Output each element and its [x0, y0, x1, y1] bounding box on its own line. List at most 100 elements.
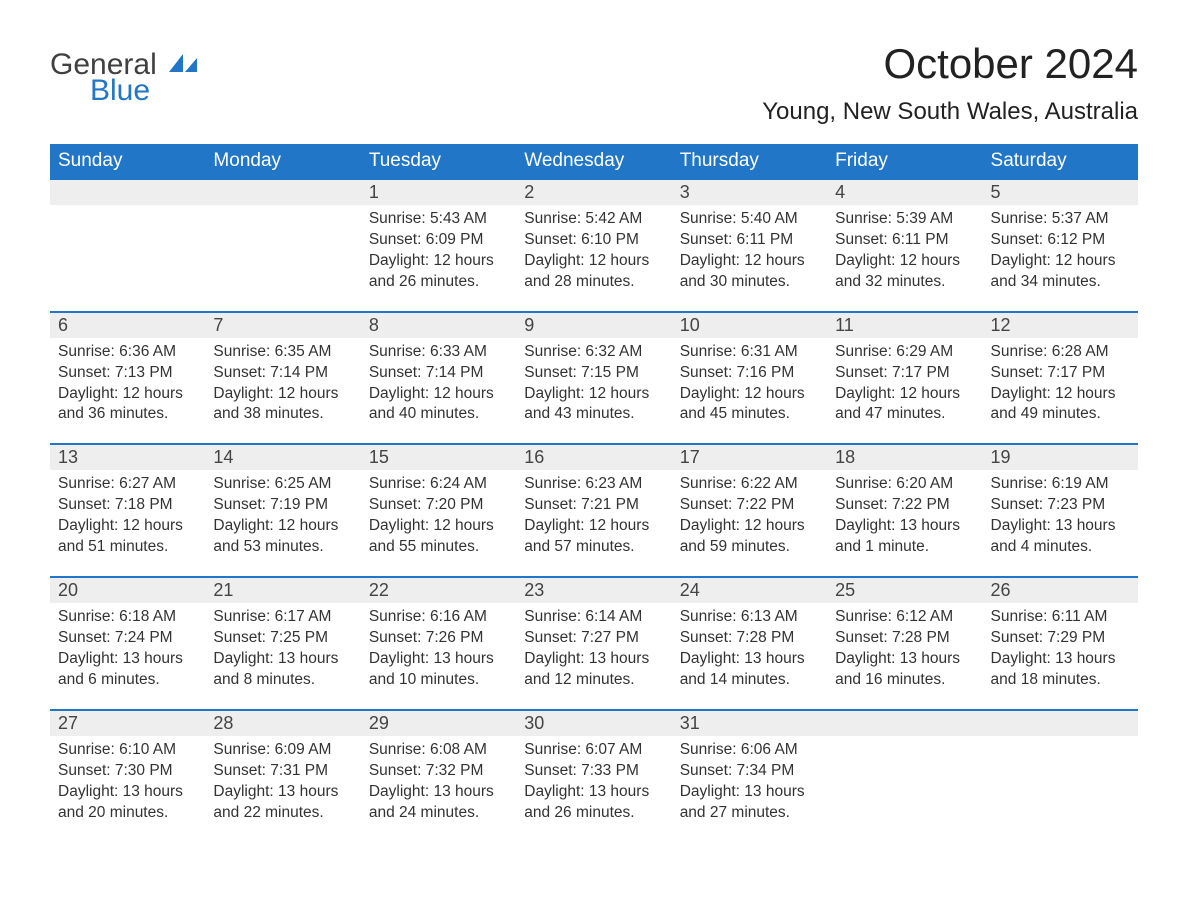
sunset-text: Sunset: 7:19 PM — [213, 495, 354, 516]
sunrise-text: Sunrise: 6:24 AM — [369, 474, 510, 495]
day-number: 24 — [680, 580, 700, 600]
day-number-cell — [50, 179, 205, 205]
day-number: 9 — [524, 315, 534, 335]
day-number-cell: 15 — [361, 444, 516, 470]
sunset-text: Sunset: 6:11 PM — [835, 230, 976, 251]
day-body-cell: Sunrise: 6:23 AMSunset: 7:21 PMDaylight:… — [516, 470, 671, 577]
sunrise-text: Sunrise: 6:25 AM — [213, 474, 354, 495]
daylight-text: Daylight: 12 hours and 40 minutes. — [369, 384, 510, 426]
sunrise-text: Sunrise: 5:39 AM — [835, 209, 976, 230]
sunrise-text: Sunrise: 5:40 AM — [680, 209, 821, 230]
day-number-row: 2728293031 — [50, 710, 1138, 736]
logo-sail-icon — [169, 48, 197, 81]
sunset-text: Sunset: 7:26 PM — [369, 628, 510, 649]
sunset-text: Sunset: 7:21 PM — [524, 495, 665, 516]
daylight-text: Daylight: 13 hours and 27 minutes. — [680, 782, 821, 824]
sunset-text: Sunset: 7:23 PM — [991, 495, 1132, 516]
sunrise-text: Sunrise: 6:29 AM — [835, 342, 976, 363]
day-number: 20 — [58, 580, 78, 600]
day-number-row: 6789101112 — [50, 312, 1138, 338]
day-number: 22 — [369, 580, 389, 600]
sunset-text: Sunset: 7:22 PM — [680, 495, 821, 516]
daylight-text: Daylight: 13 hours and 24 minutes. — [369, 782, 510, 824]
day-number: 27 — [58, 713, 78, 733]
sunset-text: Sunset: 7:14 PM — [213, 363, 354, 384]
daylight-text: Daylight: 13 hours and 20 minutes. — [58, 782, 199, 824]
sunset-text: Sunset: 7:32 PM — [369, 761, 510, 782]
day-number-cell: 30 — [516, 710, 671, 736]
day-number-cell: 31 — [672, 710, 827, 736]
sunrise-text: Sunrise: 6:06 AM — [680, 740, 821, 761]
sunrise-text: Sunrise: 6:07 AM — [524, 740, 665, 761]
sunrise-text: Sunrise: 5:43 AM — [369, 209, 510, 230]
day-number: 18 — [835, 447, 855, 467]
day-number-cell: 2 — [516, 179, 671, 205]
day-number-cell: 14 — [205, 444, 360, 470]
day-body-cell: Sunrise: 6:10 AMSunset: 7:30 PMDaylight:… — [50, 736, 205, 842]
day-body-cell: Sunrise: 6:16 AMSunset: 7:26 PMDaylight:… — [361, 603, 516, 710]
sunset-text: Sunset: 6:10 PM — [524, 230, 665, 251]
day-number: 10 — [680, 315, 700, 335]
sunset-text: Sunset: 7:28 PM — [835, 628, 976, 649]
sunset-text: Sunset: 7:17 PM — [835, 363, 976, 384]
day-body-row: Sunrise: 6:36 AMSunset: 7:13 PMDaylight:… — [50, 338, 1138, 445]
daylight-text: Daylight: 12 hours and 26 minutes. — [369, 251, 510, 293]
title-block: October 2024 Young, New South Wales, Aus… — [762, 40, 1138, 126]
day-number-cell: 17 — [672, 444, 827, 470]
day-number: 21 — [213, 580, 233, 600]
day-body-cell: Sunrise: 6:17 AMSunset: 7:25 PMDaylight:… — [205, 603, 360, 710]
day-header-row: Sunday Monday Tuesday Wednesday Thursday… — [50, 144, 1138, 179]
daylight-text: Daylight: 12 hours and 51 minutes. — [58, 516, 199, 558]
sunrise-text: Sunrise: 6:09 AM — [213, 740, 354, 761]
day-body-cell: Sunrise: 6:20 AMSunset: 7:22 PMDaylight:… — [827, 470, 982, 577]
sunrise-text: Sunrise: 6:27 AM — [58, 474, 199, 495]
day-number: 23 — [524, 580, 544, 600]
day-body-cell: Sunrise: 6:12 AMSunset: 7:28 PMDaylight:… — [827, 603, 982, 710]
sunset-text: Sunset: 7:16 PM — [680, 363, 821, 384]
day-body-cell: Sunrise: 6:22 AMSunset: 7:22 PMDaylight:… — [672, 470, 827, 577]
day-number: 7 — [213, 315, 223, 335]
daylight-text: Daylight: 12 hours and 36 minutes. — [58, 384, 199, 426]
sunrise-text: Sunrise: 6:23 AM — [524, 474, 665, 495]
day-number-cell: 9 — [516, 312, 671, 338]
calendar-body: 12345Sunrise: 5:43 AMSunset: 6:09 PMDayl… — [50, 179, 1138, 841]
sunset-text: Sunset: 7:13 PM — [58, 363, 199, 384]
daylight-text: Daylight: 12 hours and 55 minutes. — [369, 516, 510, 558]
sunrise-text: Sunrise: 5:42 AM — [524, 209, 665, 230]
day-number: 11 — [835, 315, 854, 335]
day-body-cell: Sunrise: 6:18 AMSunset: 7:24 PMDaylight:… — [50, 603, 205, 710]
sunset-text: Sunset: 6:12 PM — [991, 230, 1132, 251]
daylight-text: Daylight: 12 hours and 59 minutes. — [680, 516, 821, 558]
sunrise-text: Sunrise: 6:11 AM — [991, 607, 1132, 628]
sunset-text: Sunset: 6:09 PM — [369, 230, 510, 251]
day-number: 6 — [58, 315, 68, 335]
day-body-row: Sunrise: 6:10 AMSunset: 7:30 PMDaylight:… — [50, 736, 1138, 842]
day-number-cell: 5 — [983, 179, 1138, 205]
daylight-text: Daylight: 13 hours and 22 minutes. — [213, 782, 354, 824]
day-number-cell: 19 — [983, 444, 1138, 470]
sunrise-text: Sunrise: 6:35 AM — [213, 342, 354, 363]
location: Young, New South Wales, Australia — [762, 98, 1138, 126]
daylight-text: Daylight: 12 hours and 43 minutes. — [524, 384, 665, 426]
sunrise-text: Sunrise: 6:10 AM — [58, 740, 199, 761]
day-body-cell: Sunrise: 6:25 AMSunset: 7:19 PMDaylight:… — [205, 470, 360, 577]
day-body-cell: Sunrise: 6:07 AMSunset: 7:33 PMDaylight:… — [516, 736, 671, 842]
day-number-row: 12345 — [50, 179, 1138, 205]
sunset-text: Sunset: 6:11 PM — [680, 230, 821, 251]
sunset-text: Sunset: 7:28 PM — [680, 628, 821, 649]
day-header: Tuesday — [361, 144, 516, 179]
daylight-text: Daylight: 13 hours and 18 minutes. — [991, 649, 1132, 691]
day-body-cell: Sunrise: 6:32 AMSunset: 7:15 PMDaylight:… — [516, 338, 671, 445]
day-number: 25 — [835, 580, 855, 600]
header: General Blue October 2024 Young, New Sou… — [50, 40, 1138, 126]
sunrise-text: Sunrise: 6:08 AM — [369, 740, 510, 761]
day-number-cell: 24 — [672, 577, 827, 603]
sunset-text: Sunset: 7:25 PM — [213, 628, 354, 649]
daylight-text: Daylight: 12 hours and 49 minutes. — [991, 384, 1132, 426]
day-number-cell: 12 — [983, 312, 1138, 338]
day-number: 1 — [369, 182, 379, 202]
day-number: 17 — [680, 447, 700, 467]
calendar-page: General Blue October 2024 Young, New Sou… — [0, 0, 1188, 891]
day-number: 19 — [991, 447, 1011, 467]
day-number-cell: 20 — [50, 577, 205, 603]
